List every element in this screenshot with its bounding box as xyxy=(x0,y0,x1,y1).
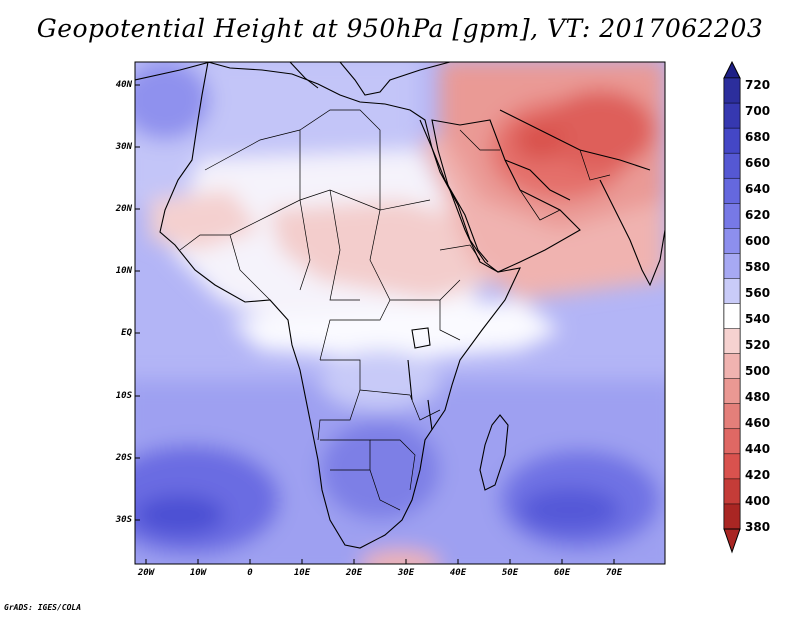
india-coast xyxy=(599,179,665,287)
colorbar-top-arrow xyxy=(723,60,741,79)
lon-label-30e: 30E xyxy=(397,568,415,578)
colorbar-swatch xyxy=(723,378,741,405)
colorbar-label-580: 580 xyxy=(745,260,771,274)
field-iran-red xyxy=(545,90,655,170)
colorbar-swatch xyxy=(723,353,741,380)
colorbar-swatch xyxy=(723,228,741,255)
lat-label-40n: 40N xyxy=(115,80,132,90)
colorbar-label-500: 500 xyxy=(745,364,771,378)
colorbar-label-420: 420 xyxy=(745,468,771,482)
colorbar-swatch xyxy=(723,253,741,280)
colorbar-label-480: 480 xyxy=(745,390,771,404)
mediterranean-north xyxy=(135,62,211,81)
colorbar-bottom-arrow xyxy=(723,528,741,554)
arabia-coast xyxy=(431,119,581,273)
colorbar-swatch xyxy=(723,203,741,230)
lat-label-20s: 20S xyxy=(115,453,132,463)
colorbar-swatch xyxy=(723,77,741,104)
height-field xyxy=(135,62,665,564)
colorbar-swatch xyxy=(723,403,741,430)
lat-label-10n: 10N xyxy=(115,266,132,276)
colorbar-label-540: 540 xyxy=(745,312,771,326)
colorbar-swatch xyxy=(723,177,741,205)
lon-label-0: 0 xyxy=(247,568,253,578)
colorbar-swatch xyxy=(723,303,741,330)
field-south-atlantic-core xyxy=(135,495,225,535)
colorbar-swatch xyxy=(723,152,741,179)
colorbar-swatch xyxy=(723,127,741,154)
colorbar xyxy=(723,60,741,554)
map-frame xyxy=(134,61,666,565)
persian-gulf xyxy=(504,159,571,201)
field-atlantic-low xyxy=(135,62,210,140)
lat-label-30n: 30N xyxy=(115,142,132,152)
colorbar-label-400: 400 xyxy=(745,494,771,508)
lat-label-10s: 10S xyxy=(115,391,132,401)
madagascar xyxy=(479,414,509,491)
lon-label-60e: 60E xyxy=(553,568,571,578)
colorbar-swatch xyxy=(723,478,741,505)
colorbar-label-600: 600 xyxy=(745,234,771,248)
balkans xyxy=(339,62,451,96)
lon-label-50e: 50E xyxy=(501,568,519,578)
colorbar-label-440: 440 xyxy=(745,442,771,456)
colorbar-label-660: 660 xyxy=(745,156,771,170)
red-sea xyxy=(419,119,489,263)
colorbar-label-700: 700 xyxy=(745,104,771,118)
footer-credit: GrADS: IGES/COLA xyxy=(4,603,82,612)
africa-coastline xyxy=(159,62,521,549)
field-kalahari-blue xyxy=(320,420,440,520)
colorbar-swatch xyxy=(723,503,741,530)
colorbar-label-560: 560 xyxy=(745,286,771,300)
lat-ticks xyxy=(135,84,140,521)
field-cape-red xyxy=(360,550,440,564)
field-sahel-red xyxy=(270,200,500,300)
colorbar-swatch xyxy=(723,328,741,355)
lake-victoria xyxy=(411,327,431,349)
colorbar-swatches xyxy=(723,77,741,530)
colorbar-label-720: 720 xyxy=(745,78,771,92)
lon-label-20w: 20W xyxy=(137,568,155,578)
page-title: Geopotential Height at 950hPa [gpm], VT:… xyxy=(36,14,764,43)
colorbar-label-380: 380 xyxy=(745,520,771,534)
lon-label-20e: 20E xyxy=(345,568,363,578)
colorbar-swatch xyxy=(723,102,741,129)
lat-label-eq: EQ xyxy=(121,328,132,338)
field-equator-white xyxy=(230,300,560,360)
italy xyxy=(289,62,319,89)
colorbar-label-680: 680 xyxy=(745,130,771,144)
lon-label-10e: 10E xyxy=(293,568,311,578)
lon-label-40e: 40E xyxy=(449,568,467,578)
lon-label-10w: 10W xyxy=(189,568,207,578)
lon-label-70e: 70E xyxy=(605,568,623,578)
field-indian-ocean-core xyxy=(520,488,620,532)
colorbar-label-460: 460 xyxy=(745,416,771,430)
lat-label-20n: 20N xyxy=(115,204,132,214)
colorbar-swatch xyxy=(723,278,741,305)
colorbar-label-620: 620 xyxy=(745,208,771,222)
lake-tanganyika xyxy=(407,359,413,401)
colorbar-swatch xyxy=(723,453,741,480)
lat-label-30s: 30S xyxy=(115,515,132,525)
country-borders xyxy=(179,109,611,511)
colorbar-label-520: 520 xyxy=(745,338,771,352)
colorbar-label-640: 640 xyxy=(745,182,771,196)
field-core-red xyxy=(515,120,565,160)
lon-ticks xyxy=(145,559,615,564)
colorbar-swatch xyxy=(723,428,741,455)
field-west-sahel-red xyxy=(150,190,260,250)
field-south-africa-pale xyxy=(320,350,440,410)
